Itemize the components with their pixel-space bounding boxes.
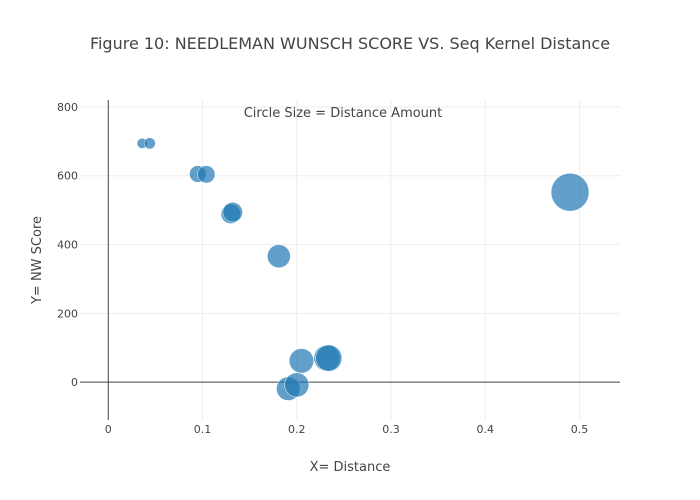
data-point — [267, 244, 291, 269]
y-tick-label: 200 — [57, 307, 78, 320]
x-tick-labels: 0 0.1 0.2 0.3 0.4 0.5 — [105, 423, 588, 436]
data-point — [143, 137, 156, 150]
x-tick-label: 0.2 — [288, 423, 306, 436]
x-tick-label: 0.1 — [194, 423, 212, 436]
data-point — [222, 202, 243, 223]
y-tick-label: 600 — [57, 170, 78, 183]
data-point — [197, 165, 216, 184]
y-tick-labels: 0 200 400 600 800 — [57, 101, 78, 389]
x-axis-title: X= Distance — [310, 460, 391, 475]
x-tick-label: 0.5 — [571, 423, 589, 436]
data-points — [136, 137, 590, 401]
chart-title: Figure 10: NEEDLEMAN WUNSCH SCORE VS. Se… — [90, 34, 610, 53]
y-tick-label: 400 — [57, 239, 78, 252]
size-annotation: Circle Size = Distance Amount — [244, 106, 443, 121]
data-point — [550, 172, 590, 212]
y-tick-label: 800 — [57, 101, 78, 114]
data-point — [284, 372, 310, 398]
data-point — [315, 344, 343, 372]
y-axis-title: Y= NW SCore — [30, 216, 45, 305]
data-point — [288, 348, 315, 374]
grid-lines — [80, 100, 620, 420]
zero-lines — [80, 100, 620, 420]
x-tick-label: 0 — [105, 423, 112, 436]
x-tick-label: 0.4 — [476, 423, 494, 436]
x-tick-label: 0.3 — [382, 423, 400, 436]
y-tick-label: 0 — [71, 376, 78, 389]
